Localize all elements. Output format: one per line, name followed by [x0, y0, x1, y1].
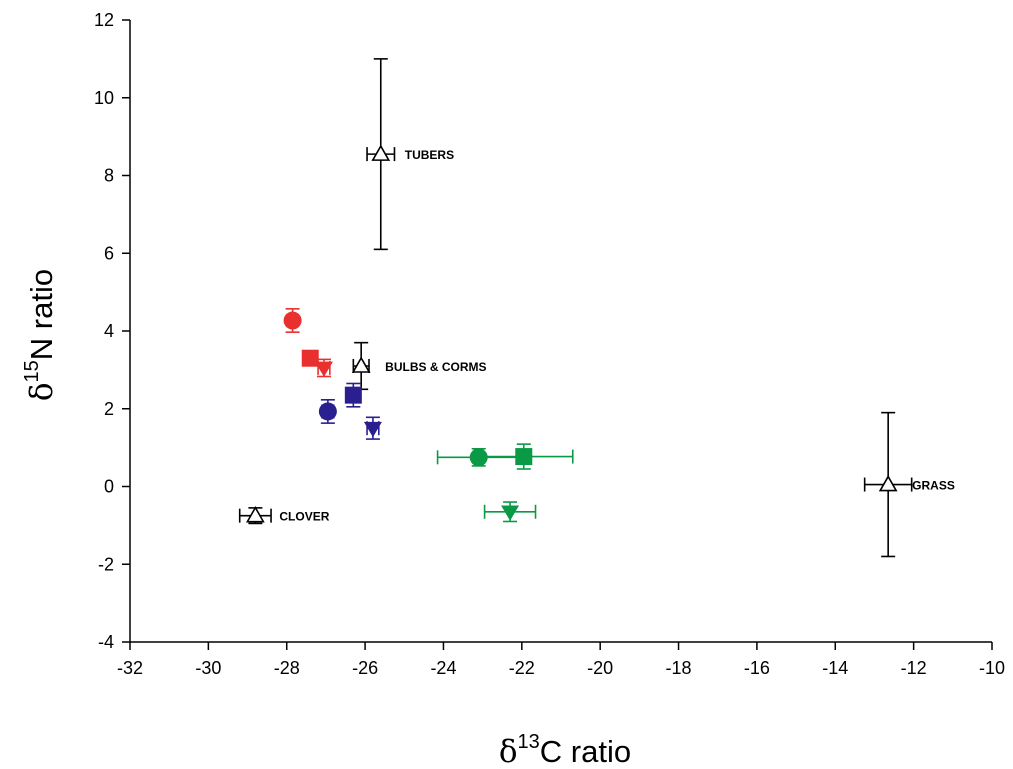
open-triangle-marker — [351, 356, 371, 373]
x-tick-label: -22 — [509, 658, 535, 678]
circle-marker — [318, 402, 337, 421]
food-label: TUBERS — [405, 148, 454, 162]
group-point — [314, 358, 333, 378]
open-triangle-marker — [371, 144, 391, 161]
food-label: CLOVER — [279, 510, 329, 524]
y-axis-title: δ15N ratio — [21, 269, 60, 401]
y-tick-label: -4 — [98, 632, 114, 652]
food-point — [351, 341, 371, 391]
group-point — [344, 382, 362, 408]
axes: -32 -30 -28 -26 -24 -22 -20 -18 -16 -14 -12 -10-4-2… — [94, 10, 1005, 678]
x-tick-label: -10 — [979, 658, 1005, 678]
x-tick-label: -30 — [195, 658, 221, 678]
x-tick-label: -18 — [666, 658, 692, 678]
group-point — [363, 416, 382, 440]
x-tick-label: -26 — [352, 658, 378, 678]
y-tick-label: -2 — [98, 554, 114, 574]
x-tick-label: -24 — [430, 658, 456, 678]
group-point — [283, 308, 302, 333]
group-point — [473, 443, 574, 470]
x-tick-label: -32 — [117, 658, 143, 678]
square-marker — [301, 349, 319, 367]
food-point — [366, 58, 396, 251]
y-tick-label: 6 — [104, 243, 114, 263]
y-tick-label: 8 — [104, 166, 114, 186]
x-axis-title: δ13C ratio — [499, 731, 631, 769]
x-tick-label: -14 — [822, 658, 848, 678]
y-tick-label: 12 — [94, 10, 114, 30]
data-marks — [238, 58, 913, 558]
square-marker — [344, 386, 362, 404]
open-triangle-marker — [878, 474, 898, 492]
food-point — [238, 506, 272, 525]
triangle-down-marker — [363, 421, 382, 438]
open-triangle-marker — [246, 506, 265, 523]
food-point — [863, 411, 913, 558]
triangle-down-marker — [501, 505, 520, 521]
circle-marker — [283, 311, 302, 330]
food-label: BULBS & CORMS — [385, 360, 486, 374]
group-point — [483, 501, 537, 523]
food-labels: TUBERS BULBS & CORMS CLOVER GRASS — [279, 148, 954, 524]
group-point — [301, 349, 319, 367]
y-tick-label: 2 — [104, 399, 114, 419]
food-label: GRASS — [912, 479, 955, 493]
x-tick-label: -12 — [901, 658, 927, 678]
y-tick-label: 0 — [104, 477, 114, 497]
x-tick-label: -16 — [744, 658, 770, 678]
square-marker — [515, 448, 533, 466]
group-point — [318, 399, 337, 424]
y-tick-label: 4 — [104, 321, 114, 341]
y-tick-label: 10 — [94, 88, 114, 108]
x-tick-label: -28 — [274, 658, 300, 678]
triangle-down-marker — [314, 361, 333, 377]
x-tick-label: -20 — [587, 658, 613, 678]
